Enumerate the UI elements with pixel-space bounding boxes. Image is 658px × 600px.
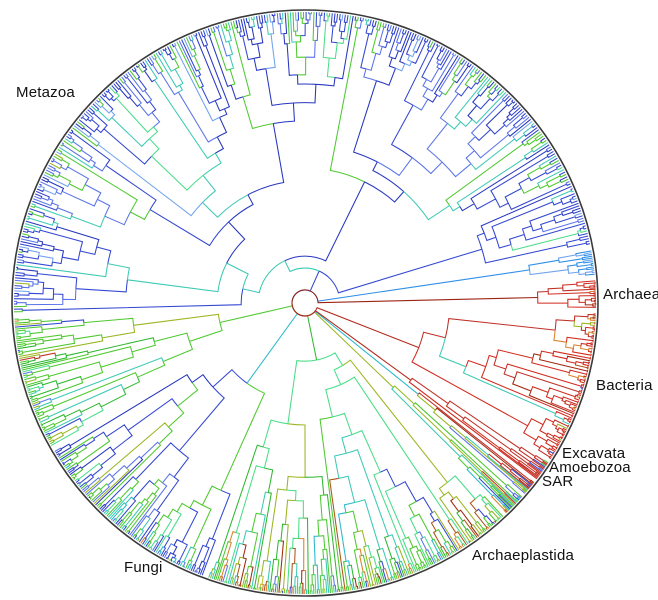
outer-ring <box>11 9 599 597</box>
clade-label-archaea: Archaea <box>603 286 658 303</box>
clade-label-metazoa: Metazoa <box>16 84 75 101</box>
tree-branches <box>13 11 597 595</box>
clade-label-excavata: Excavata <box>562 445 626 462</box>
clade-label-fungi: Fungi <box>124 559 163 576</box>
clade-label-archaeplastida: Archaeplastida <box>472 547 575 564</box>
clade-label-amoebozoa: Amoebozoa <box>549 459 631 476</box>
clade-label-bacteria: Bacteria <box>596 377 653 394</box>
clade-label-sar: SAR <box>542 473 574 490</box>
